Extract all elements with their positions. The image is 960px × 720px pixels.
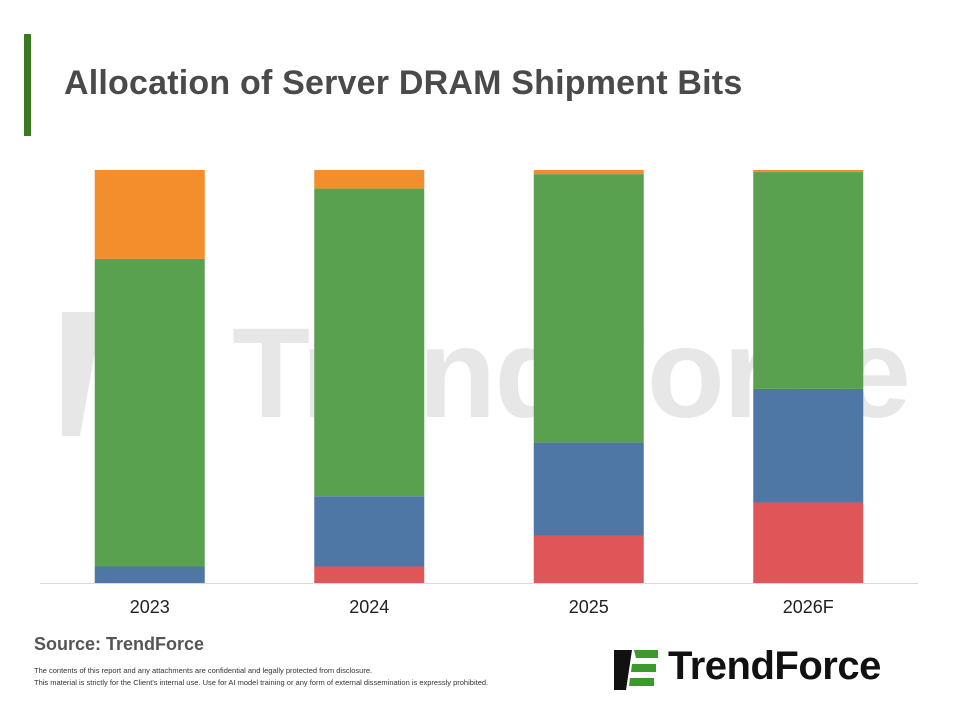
- bar-segment-2026F-series-3: [753, 172, 864, 389]
- bar-segment-2026F-series-4: [753, 170, 864, 173]
- x-tick-label: 2023: [130, 597, 170, 617]
- logo-text: TrendForce: [668, 644, 881, 688]
- bar-segment-2025-series-3: [533, 174, 644, 443]
- bar-segment-2025-series-2: [533, 442, 644, 536]
- page-title: Allocation of Server DRAM Shipment Bits: [64, 64, 743, 102]
- bar-segment-2024-series-2: [314, 496, 425, 567]
- source-note: Source: TrendForce: [34, 634, 205, 654]
- bar-segment-2026F-series-2: [753, 388, 864, 503]
- x-tick-label: 2025: [569, 597, 609, 617]
- bar-segment-2025-series-4: [533, 170, 644, 175]
- bar-segment-2025-series-1: [533, 535, 644, 583]
- bar-segment-2024-series-4: [314, 170, 425, 189]
- bar-segment-2023-series-4: [94, 170, 205, 259]
- bar-segment-2023-series-3: [94, 258, 205, 567]
- bar-segment-2024-series-1: [314, 566, 425, 583]
- x-tick-label: 2024: [349, 597, 389, 617]
- bar-segment-2026F-series-1: [753, 502, 864, 583]
- title-accent-bar: [24, 34, 31, 136]
- disclaimer-line-2: This material is strictly for the Client…: [34, 678, 489, 687]
- bar-segment-2024-series-3: [314, 188, 425, 497]
- trendforce-logo: TrendForce: [612, 644, 932, 694]
- disclaimer-line-1: The contents of this report and any atta…: [34, 666, 373, 675]
- bar-segment-2023-series-2: [94, 566, 205, 583]
- x-tick-label: 2026F: [783, 597, 834, 617]
- trendforce-logo-icon: [614, 650, 658, 690]
